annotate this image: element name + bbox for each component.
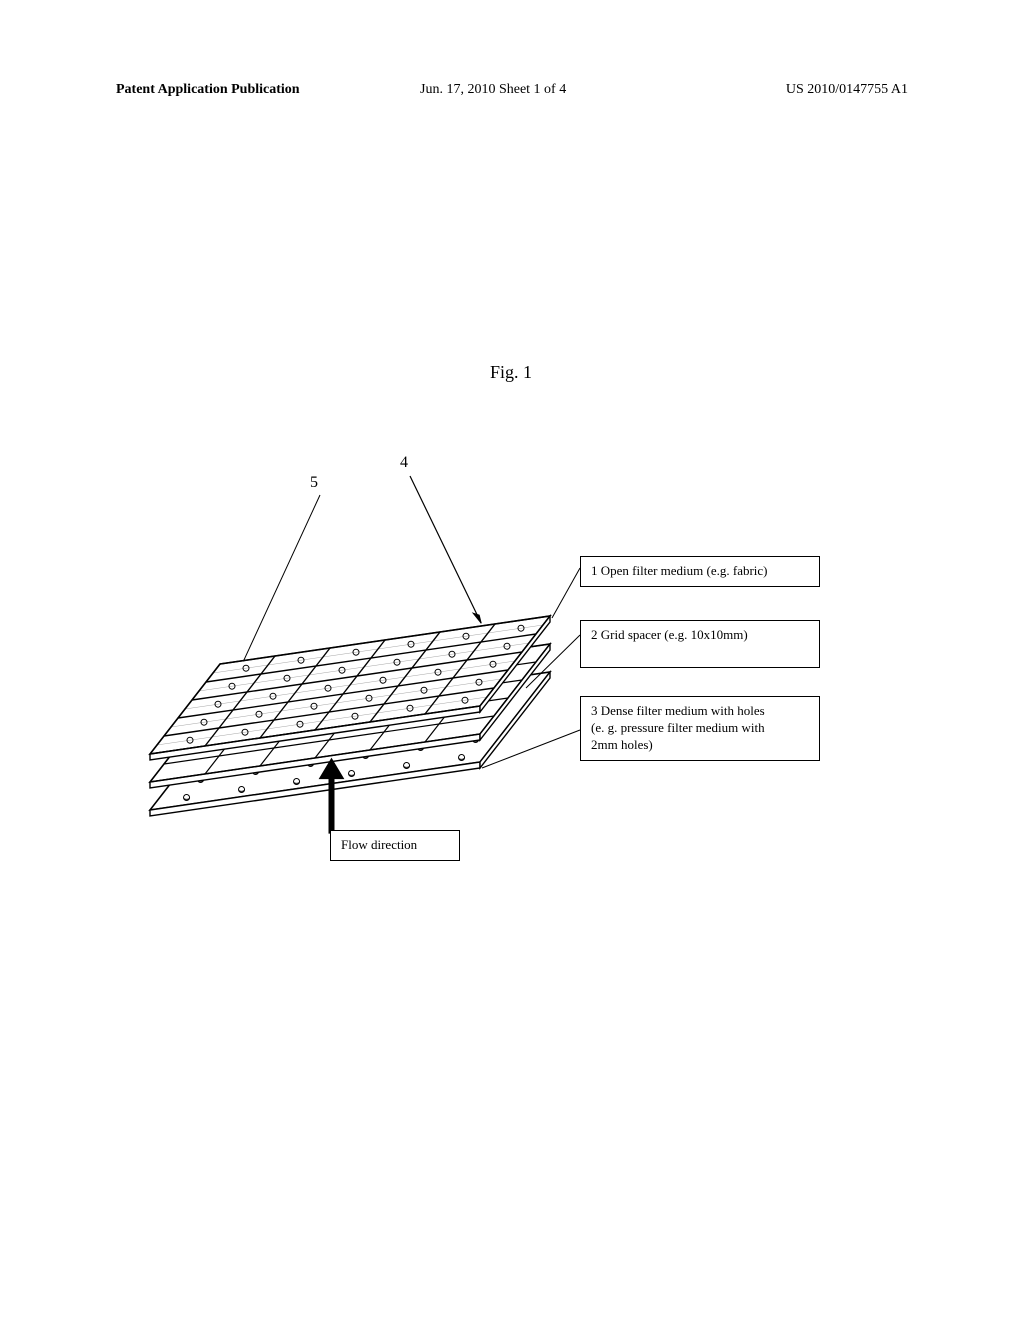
header-left: Patent Application Publication [116,82,300,98]
header-center: Jun. 17, 2010 Sheet 1 of 4 [420,82,566,98]
figure-diagram: 4 5 1 Open filter medium (e.g. fabric) 2… [0,440,1024,940]
legend-text-1: 1 Open filter medium (e.g. fabric) [591,563,768,578]
legend-text-3b: (e. g. pressure filter medium with [591,720,765,735]
flow-direction-label: Flow direction [330,830,460,861]
figure-label: Fig. 1 [490,362,532,383]
legend-item-1: 1 Open filter medium (e.g. fabric) [580,556,820,587]
header-right: US 2010/0147755 A1 [786,82,908,98]
diagram-svg [0,440,1024,960]
callout-5: 5 [310,474,318,492]
legend-item-3: 3 Dense filter medium with holes (e. g. … [580,696,820,761]
legend-text-3c: 2mm holes) [591,737,653,752]
flow-direction-text: Flow direction [341,837,417,852]
legend-text-3a: 3 Dense filter medium with holes [591,703,765,718]
callout-4: 4 [400,454,408,472]
legend-text-2: 2 Grid spacer (e.g. 10x10mm) [591,627,748,642]
legend-item-2: 2 Grid spacer (e.g. 10x10mm) [580,620,820,668]
